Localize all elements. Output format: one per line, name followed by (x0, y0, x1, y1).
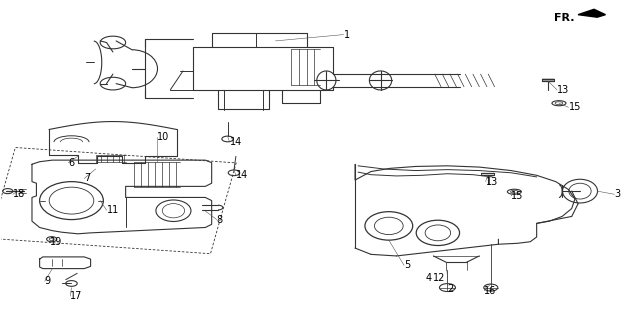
Text: 1: 1 (344, 30, 349, 40)
Text: 16: 16 (484, 286, 497, 296)
Text: 10: 10 (157, 132, 169, 142)
Text: 6: 6 (68, 158, 74, 168)
Text: 3: 3 (614, 189, 621, 199)
Text: 15: 15 (511, 191, 524, 201)
Polygon shape (578, 9, 605, 17)
Text: 14: 14 (236, 170, 248, 180)
Text: 18: 18 (13, 189, 25, 199)
Text: 7: 7 (84, 174, 90, 183)
Text: 8: 8 (217, 215, 223, 225)
Text: 13: 13 (557, 85, 570, 95)
Text: 2: 2 (447, 284, 454, 294)
Text: 11: 11 (106, 205, 119, 215)
Text: 13: 13 (486, 177, 498, 187)
Text: FR.: FR. (554, 13, 575, 23)
Text: 19: 19 (50, 237, 62, 247)
Text: 5: 5 (404, 260, 410, 271)
Text: 9: 9 (45, 276, 51, 286)
Text: 15: 15 (568, 102, 581, 112)
Text: 14: 14 (230, 137, 242, 147)
Text: 4: 4 (425, 273, 431, 283)
Text: 17: 17 (70, 291, 83, 301)
Text: 12: 12 (433, 273, 446, 283)
